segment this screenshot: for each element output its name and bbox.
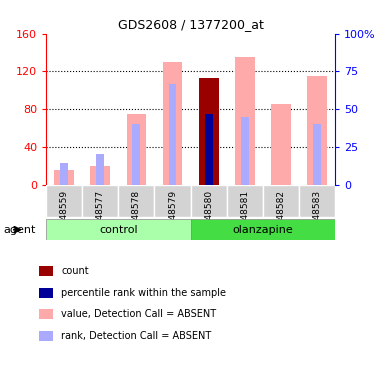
Bar (82, 184, 119, 218)
Text: olanzapine: olanzapine (233, 225, 293, 235)
Bar (154, 184, 191, 218)
Bar (191, 184, 227, 218)
Bar (241, 117, 249, 184)
Bar (90, 166, 110, 184)
Text: GSM48580: GSM48580 (204, 189, 213, 238)
Title: GDS2608 / 1377200_at: GDS2608 / 1377200_at (118, 18, 263, 31)
Bar (96, 154, 104, 184)
Bar (169, 84, 176, 184)
Bar (38, 288, 53, 298)
Bar (60, 164, 68, 184)
Bar (227, 184, 263, 218)
Bar (263, 184, 299, 218)
Bar (38, 266, 53, 276)
Bar (46, 219, 191, 240)
Bar (127, 114, 146, 184)
Text: GSM48578: GSM48578 (132, 189, 141, 238)
Bar (119, 184, 154, 218)
Bar (235, 57, 254, 184)
Bar (199, 78, 219, 184)
Text: rank, Detection Call = ABSENT: rank, Detection Call = ABSENT (62, 331, 212, 341)
Bar (132, 124, 141, 184)
Text: value, Detection Call = ABSENT: value, Detection Call = ABSENT (62, 309, 216, 319)
Bar (205, 114, 213, 184)
Text: GSM48559: GSM48559 (60, 189, 69, 238)
Bar (299, 184, 335, 218)
Text: GSM48583: GSM48583 (312, 189, 321, 238)
Bar (313, 124, 321, 184)
Text: control: control (99, 225, 138, 235)
Bar (54, 171, 74, 184)
Text: agent: agent (4, 225, 36, 235)
Text: count: count (62, 266, 89, 276)
Text: GSM48577: GSM48577 (96, 189, 105, 238)
Bar (38, 331, 53, 340)
Bar (46, 184, 82, 218)
Bar (191, 219, 335, 240)
Text: GSM48581: GSM48581 (240, 189, 249, 238)
Bar (162, 62, 182, 184)
Bar (38, 309, 53, 319)
Text: GSM48582: GSM48582 (276, 189, 285, 238)
Text: GSM48579: GSM48579 (168, 189, 177, 238)
Text: percentile rank within the sample: percentile rank within the sample (62, 288, 226, 298)
Bar (307, 76, 327, 184)
Bar (271, 105, 291, 184)
